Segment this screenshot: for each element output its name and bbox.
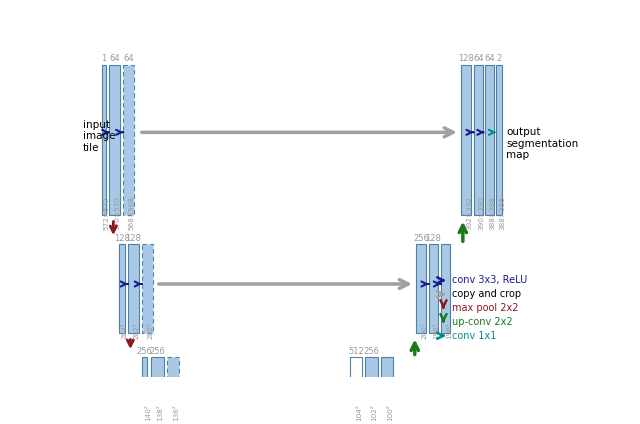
Bar (484, 65, 494, 215)
Text: 136²: 136² (173, 404, 179, 421)
Bar (124, 65, 134, 215)
Bar (119, 244, 125, 333)
Bar (441, 244, 451, 333)
Text: 64: 64 (473, 54, 484, 63)
Text: 64: 64 (109, 54, 120, 63)
Text: 128: 128 (125, 234, 141, 243)
Bar (417, 244, 426, 333)
Text: 284²: 284² (122, 322, 128, 339)
Text: 280²: 280² (147, 322, 154, 339)
Text: 568×568: 568×568 (129, 195, 135, 229)
Text: 138²: 138² (157, 404, 163, 421)
Text: conv 3x3, ReLU: conv 3x3, ReLU (452, 275, 527, 285)
Text: 198²: 198² (433, 322, 440, 339)
Bar (151, 357, 164, 415)
Text: 572×572: 572×572 (104, 195, 109, 229)
Bar (365, 357, 378, 415)
Bar (167, 357, 179, 415)
Text: 256: 256 (364, 347, 380, 356)
Text: up-conv 2x2: up-conv 2x2 (452, 317, 513, 327)
Text: 1: 1 (101, 54, 106, 63)
Bar (142, 357, 147, 415)
Text: input
image
tile: input image tile (83, 120, 116, 153)
Text: 2: 2 (497, 54, 502, 63)
Text: 512: 512 (348, 347, 364, 356)
Text: 128: 128 (458, 54, 474, 63)
Text: 64: 64 (484, 54, 495, 63)
Bar (461, 65, 470, 215)
Bar (474, 65, 483, 215)
Text: 388×388: 388×388 (499, 195, 505, 229)
Text: copy and crop: copy and crop (452, 289, 521, 299)
Bar (381, 357, 393, 415)
Bar (429, 244, 438, 333)
Text: output
segmentation
map: output segmentation map (506, 127, 579, 160)
Bar (349, 357, 362, 415)
Text: 256: 256 (137, 347, 153, 356)
Text: max pool 2x2: max pool 2x2 (452, 303, 518, 313)
Bar (128, 244, 139, 333)
Text: 256: 256 (150, 347, 165, 356)
Text: 196²: 196² (446, 322, 452, 339)
Text: 390×390: 390×390 (478, 195, 484, 229)
Text: 64: 64 (124, 54, 134, 63)
Text: 570×570: 570×570 (115, 195, 121, 229)
Bar (142, 244, 153, 333)
Text: 392×392: 392×392 (466, 195, 472, 229)
Text: 128: 128 (426, 234, 442, 243)
Text: 140²: 140² (145, 404, 150, 421)
Text: 282²: 282² (134, 322, 140, 339)
Bar (102, 65, 106, 215)
Text: 200²: 200² (421, 322, 427, 339)
Bar (109, 65, 120, 215)
Bar (496, 65, 502, 215)
Text: 388×388: 388×388 (489, 195, 495, 229)
Text: 256: 256 (413, 234, 429, 243)
Text: 128: 128 (114, 234, 130, 243)
Text: conv 1x1: conv 1x1 (452, 331, 497, 341)
Text: 100²: 100² (387, 404, 393, 421)
Text: 104²: 104² (356, 404, 362, 421)
Text: 102²: 102² (371, 404, 378, 421)
